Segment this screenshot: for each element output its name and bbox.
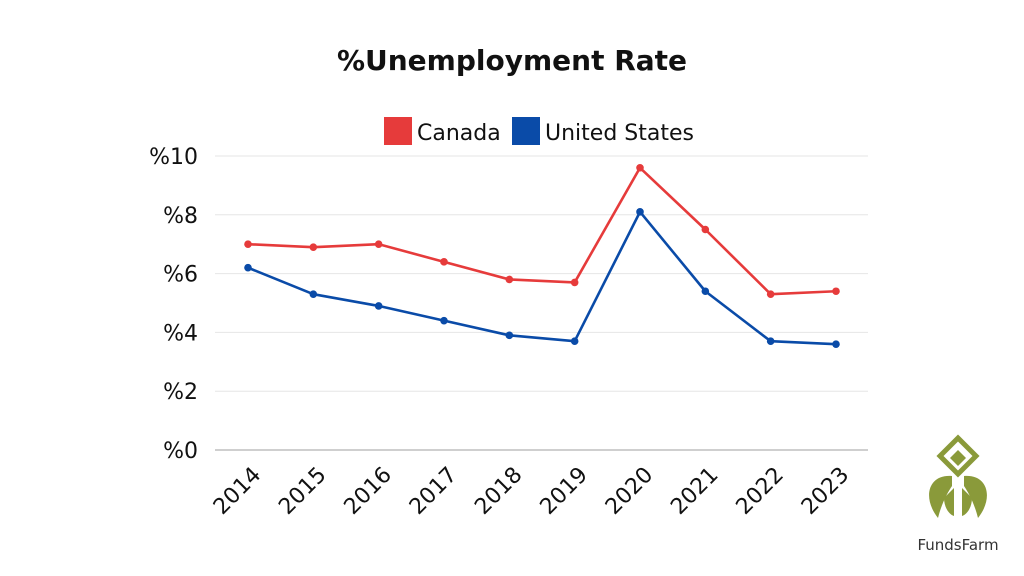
legend-swatch	[512, 117, 540, 145]
legend: Canada United States	[384, 117, 694, 146]
y-tick-label: %2	[163, 380, 198, 405]
data-point	[766, 290, 775, 298]
x-tick-label: 2014	[209, 463, 266, 520]
data-point	[636, 208, 644, 216]
data-point	[832, 287, 840, 296]
data-point	[570, 278, 579, 287]
data-point	[374, 302, 383, 310]
y-tick-label: %0	[163, 439, 198, 464]
x-tick-label: 2015	[274, 463, 331, 520]
x-tick-label: 2016	[340, 463, 397, 520]
series-group	[244, 163, 840, 348]
x-tick-label: 2020	[601, 463, 658, 520]
x-tick-label: 2023	[797, 463, 854, 520]
legend-swatch	[384, 117, 412, 145]
data-point	[701, 225, 710, 234]
data-point	[636, 163, 644, 172]
grid-lines	[215, 155, 868, 451]
x-tick-label: 2017	[405, 463, 462, 520]
data-point	[505, 275, 514, 284]
y-tick-label: %10	[149, 145, 198, 170]
leaf-logo-icon	[929, 434, 987, 518]
data-point	[832, 340, 840, 348]
y-tick-label: %8	[163, 204, 198, 229]
x-tick-label: 2019	[536, 463, 593, 520]
data-point	[766, 337, 775, 346]
x-tick-label: 2022	[732, 463, 789, 520]
legend-label: Canada	[417, 121, 501, 146]
data-point	[309, 290, 318, 298]
data-point	[244, 240, 252, 248]
x-tick-label: 2018	[470, 463, 527, 520]
y-axis: %0 %2 %4 %6 %8 %10	[149, 145, 198, 464]
data-point	[244, 263, 252, 272]
data-point	[701, 287, 710, 296]
data-point	[440, 316, 448, 325]
logo-text: FundsFarm	[917, 536, 998, 554]
series-line-united-states	[247, 210, 837, 346]
x-axis: 2014 2015 2016 2017 2018 2019 2020 2021 2022 2023	[209, 463, 854, 520]
data-point	[570, 337, 579, 346]
legend-label: United States	[545, 121, 694, 146]
x-tick-label: 2021	[666, 463, 723, 520]
series-line-canada	[247, 166, 837, 296]
y-tick-label: %4	[163, 321, 198, 346]
data-point	[309, 243, 318, 251]
data-point	[374, 240, 383, 248]
y-tick-label: %6	[163, 263, 198, 288]
chart-title: %Unemployment Rate	[337, 44, 687, 77]
data-point	[505, 331, 514, 340]
data-point	[440, 258, 448, 266]
